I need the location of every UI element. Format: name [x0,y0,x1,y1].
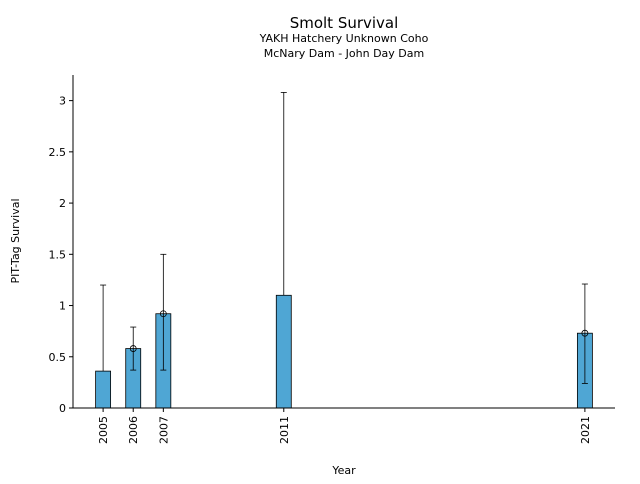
y-tick-label: 1 [59,300,66,313]
y-axis-label: PIT-Tag Survival [9,198,22,283]
y-tick-label: 0.5 [49,351,67,364]
chart-subtitle-2: McNary Dam - John Day Dam [264,47,424,60]
x-tick-label: 2007 [157,416,170,444]
bar-2005 [95,370,112,409]
chart-title: Smolt Survival [290,14,399,32]
x-axis-label: Year [331,464,356,477]
bar-2011 [275,294,292,409]
y-tick-label: 1.5 [49,248,67,261]
chart-subtitle-1: YAKH Hatchery Unknown Coho [259,32,429,45]
y-tick-label: 2.5 [49,146,67,159]
point-marker-2006 [129,345,137,352]
x-tick-label: 2011 [278,416,291,444]
point-marker-2021 [581,329,589,337]
plot-area: 0 0.5 1 1.5 2 2.5 3 2005 2006 2007 2011 2021 [49,75,615,444]
y-tick-label: 2 [59,197,66,210]
x-tick-label: 2021 [579,416,592,444]
y-tick-label: 3 [59,95,66,108]
x-tick-label: 2005 [97,416,110,444]
x-tick-label: 2006 [127,416,140,444]
y-tick-label: 0 [59,402,66,415]
point-marker-2007 [159,310,167,318]
